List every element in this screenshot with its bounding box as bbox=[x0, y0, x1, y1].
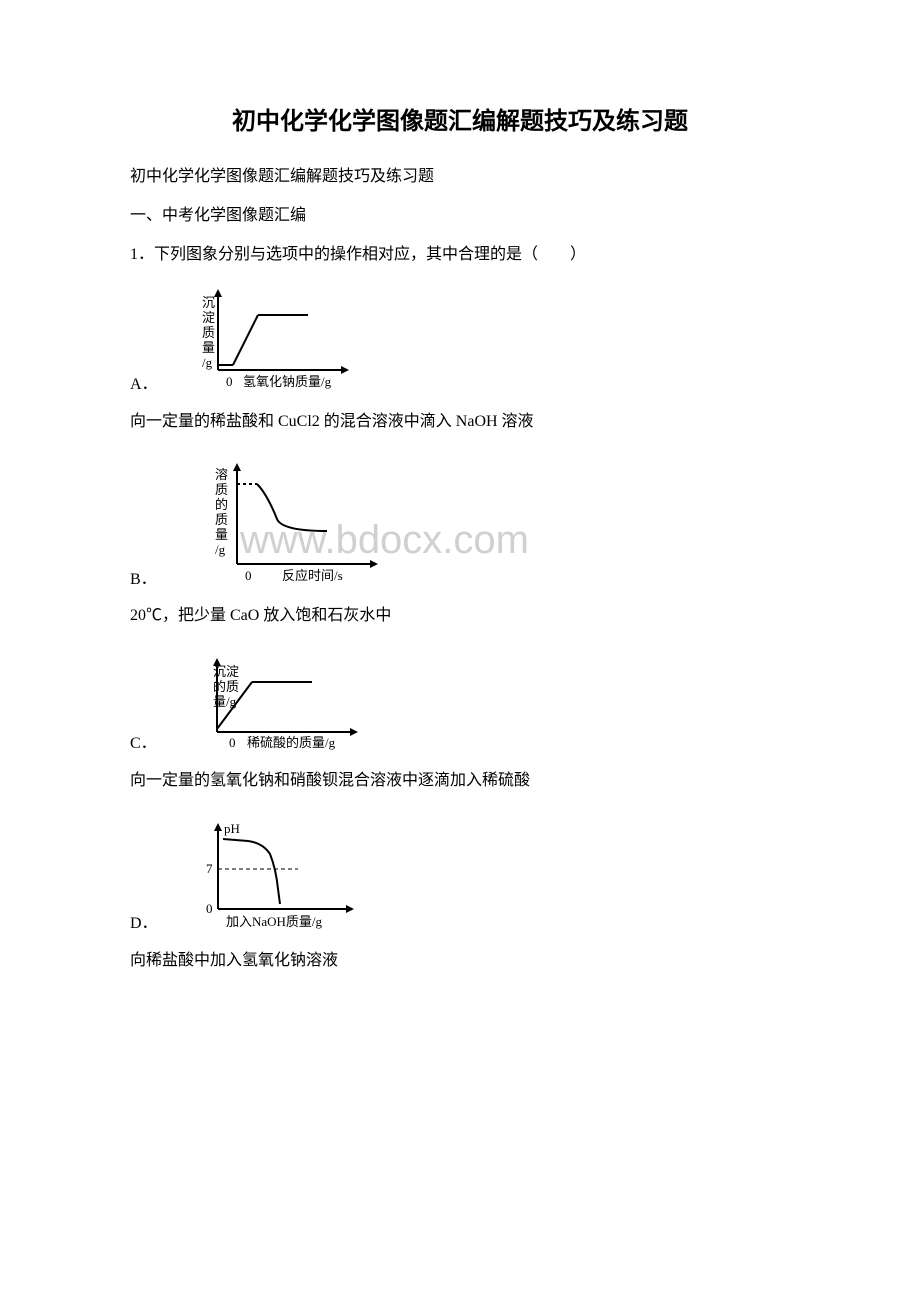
option-a-row: A． 沉淀质量/g 0 氢氧化钠质量/g bbox=[130, 280, 790, 400]
page-title: 初中化学化学图像题汇编解题技巧及练习题 bbox=[130, 100, 790, 143]
section-header: 一、中考化学图像题汇编 bbox=[130, 202, 790, 231]
option-b-desc: 20℃，把少量 CaO 放入饱和石灰水中 bbox=[130, 602, 790, 631]
svg-text:/g: /g bbox=[215, 542, 226, 557]
chart-b: 溶质的质量/g0反应时间/s bbox=[197, 459, 397, 589]
subtitle: 初中化学化学图像题汇编解题技巧及练习题 bbox=[130, 163, 790, 192]
svg-text:pH: pH bbox=[224, 821, 240, 836]
svg-text:稀硫酸的质量/g: 稀硫酸的质量/g bbox=[247, 735, 336, 750]
svg-text:反应时间/s: 反应时间/s bbox=[282, 568, 343, 583]
svg-text:质: 质 bbox=[215, 482, 228, 497]
chart-a: 沉淀质量/g 0 氢氧化钠质量/g bbox=[198, 285, 373, 395]
option-b-row: B． 溶质的质量/g0反应时间/s bbox=[130, 454, 790, 594]
svg-text:0: 0 bbox=[229, 735, 236, 750]
svg-text:质: 质 bbox=[202, 325, 215, 340]
option-b-letter: B． bbox=[130, 566, 157, 595]
svg-text:量: 量 bbox=[202, 340, 215, 355]
option-c-desc: 向一定量的氢氧化钠和硝酸钡混合溶液中逐滴加入稀硫酸 bbox=[130, 767, 790, 796]
option-a-letter: A． bbox=[130, 371, 158, 400]
chart-c: 沉淀的质量/g0稀硫酸的质量/g bbox=[197, 654, 382, 754]
svg-text:加入NaOH质量/g: 加入NaOH质量/g bbox=[226, 914, 323, 929]
option-a-desc: 向一定量的稀盐酸和 CuCl2 的混合溶液中滴入 NaOH 溶液 bbox=[130, 408, 790, 437]
svg-text:0: 0 bbox=[226, 374, 233, 389]
svg-text:0: 0 bbox=[206, 901, 213, 916]
svg-text:7: 7 bbox=[206, 861, 213, 876]
svg-text:溶: 溶 bbox=[215, 467, 228, 482]
option-c-letter: C． bbox=[130, 730, 157, 759]
chart-d: pH 7 0 加入NaOH质量/g bbox=[198, 819, 378, 934]
svg-text:沉: 沉 bbox=[202, 295, 215, 310]
svg-text:的: 的 bbox=[215, 497, 228, 512]
svg-text:质: 质 bbox=[215, 512, 228, 527]
option-d-letter: D． bbox=[130, 910, 158, 939]
question-text: 1．下列图象分别与选项中的操作相对应，其中合理的是（ ） bbox=[130, 241, 790, 270]
svg-text:量: 量 bbox=[215, 527, 228, 542]
option-c-row: C． 沉淀的质量/g0稀硫酸的质量/g bbox=[130, 649, 790, 759]
option-d-row: D． pH 7 0 加入NaOH质量/g bbox=[130, 814, 790, 939]
option-d-desc: 向稀盐酸中加入氢氧化钠溶液 bbox=[130, 947, 790, 976]
svg-text:0: 0 bbox=[245, 568, 252, 583]
svg-text:/g: /g bbox=[202, 355, 213, 370]
svg-text:氢氧化钠质量/g: 氢氧化钠质量/g bbox=[243, 374, 332, 389]
svg-text:淀: 淀 bbox=[202, 310, 215, 325]
